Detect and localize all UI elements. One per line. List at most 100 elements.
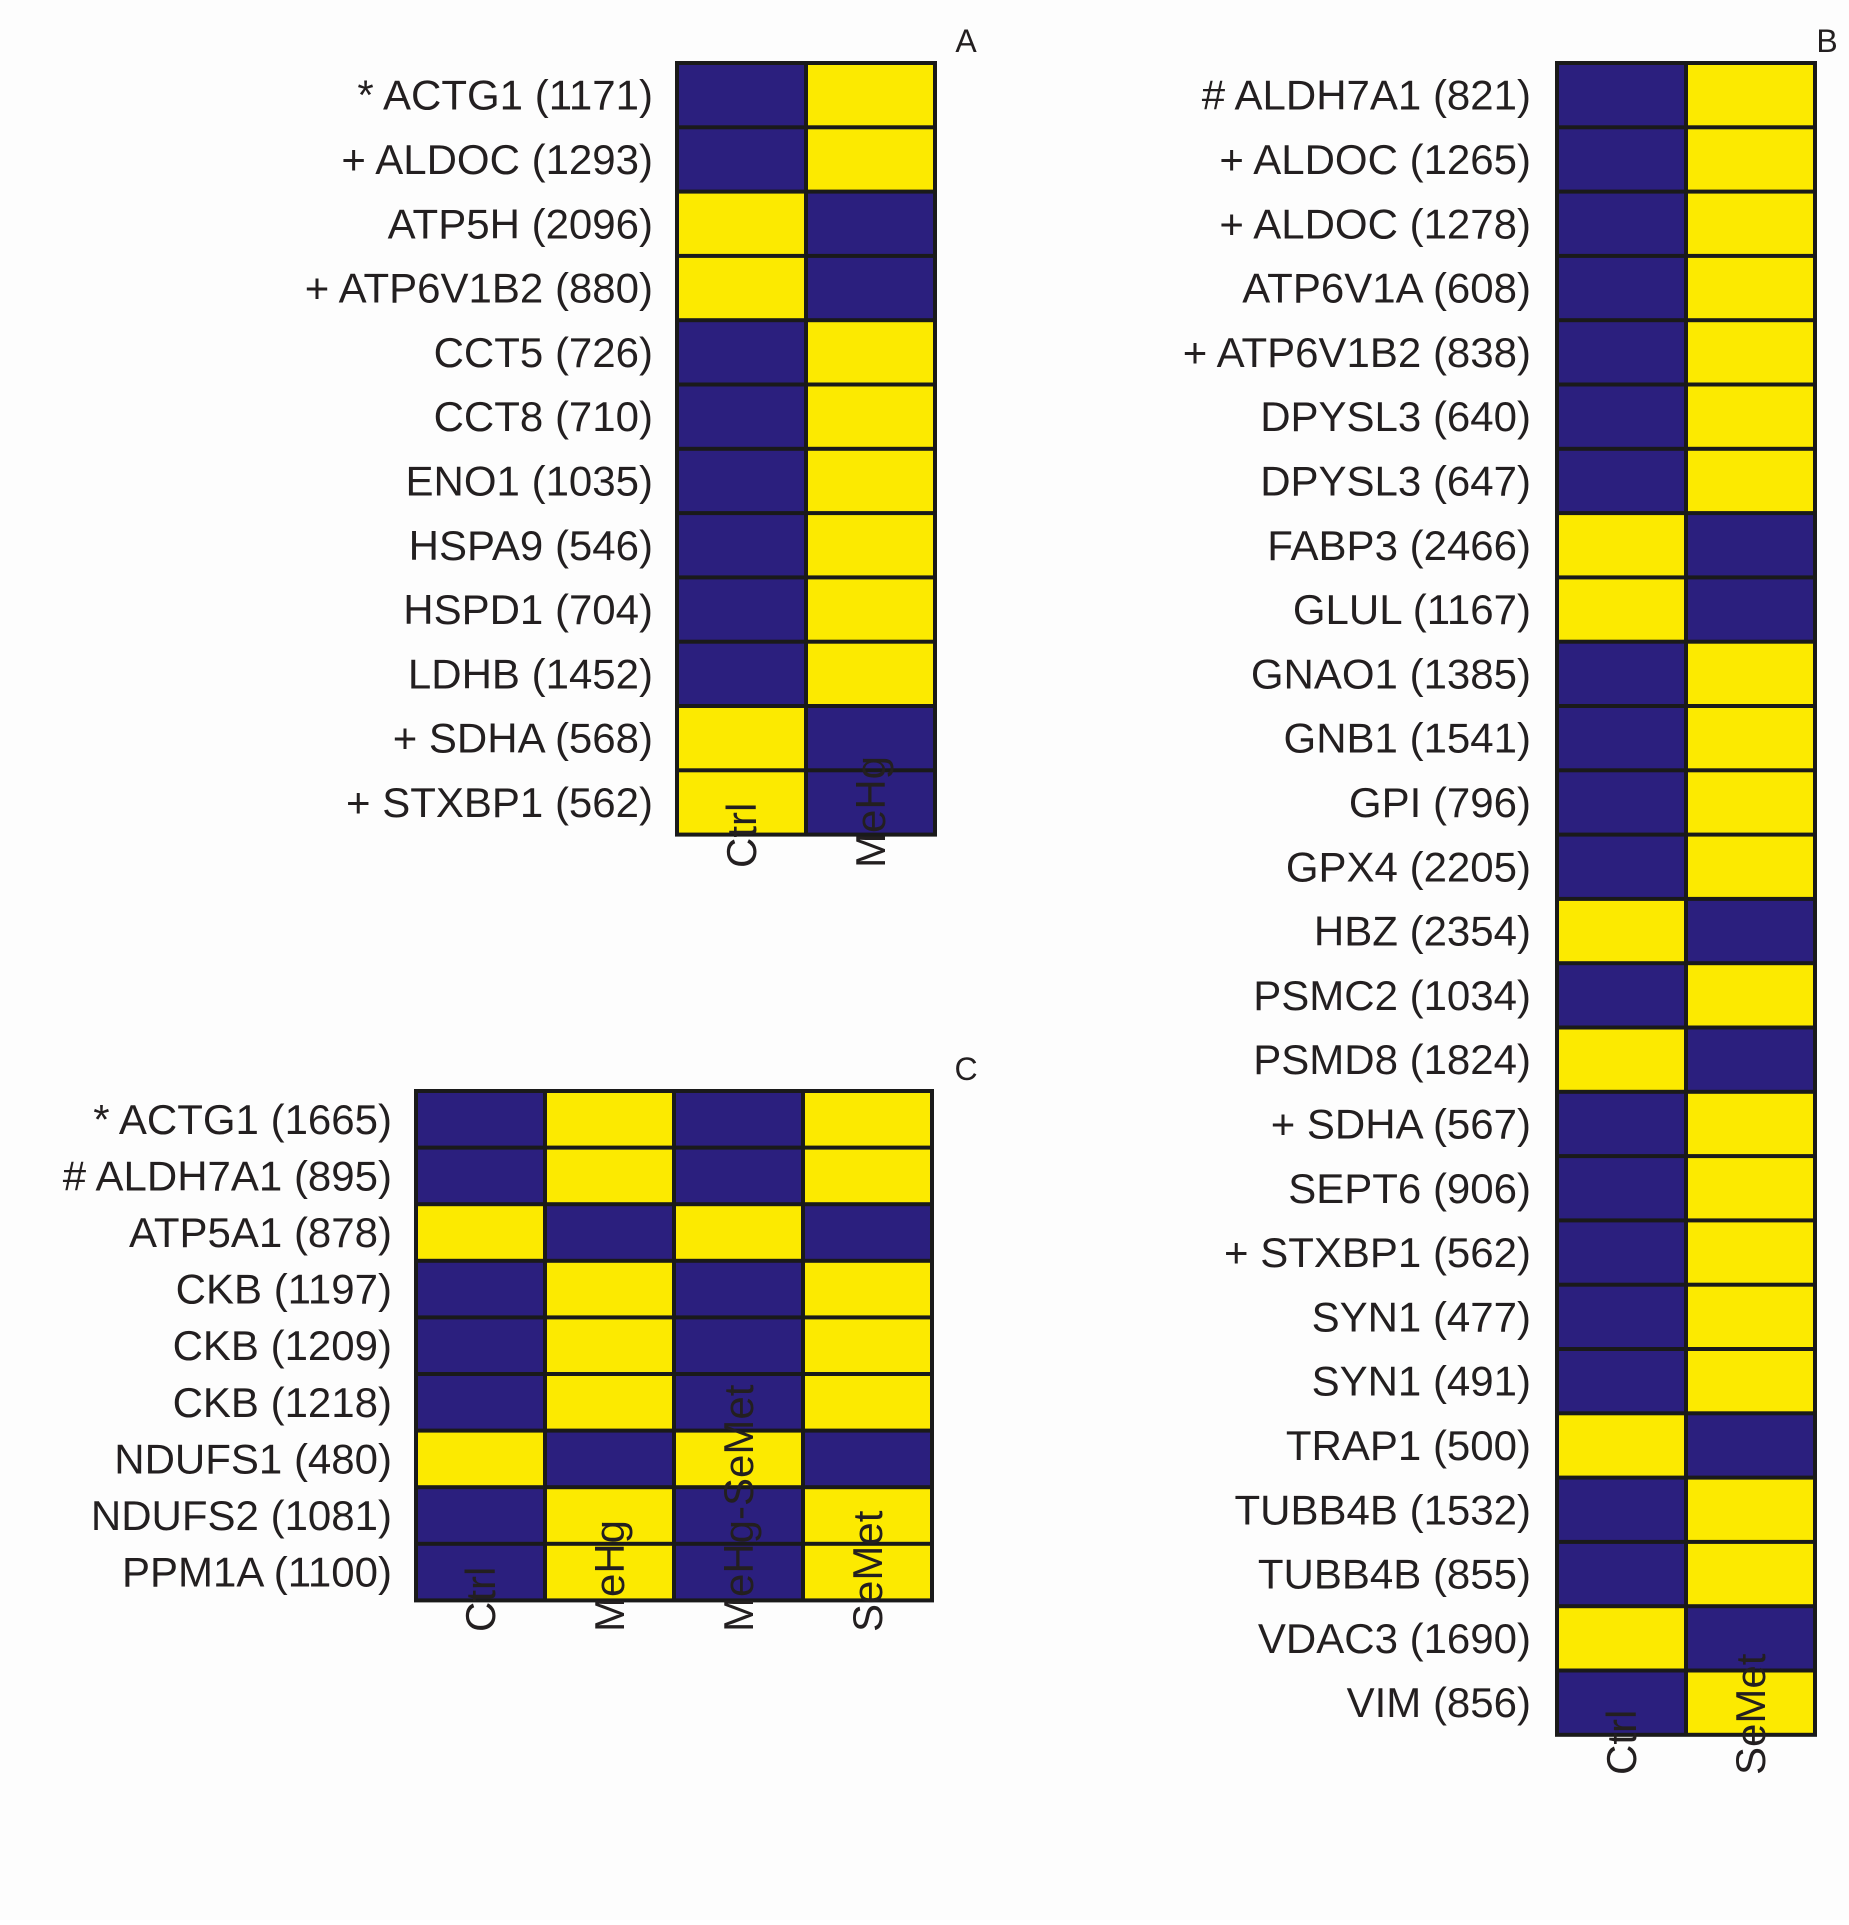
heatmap-cell — [805, 1432, 930, 1486]
heatmap-cell — [679, 257, 804, 319]
heatmap-cell — [1559, 772, 1684, 833]
heatmap-cell — [808, 193, 933, 254]
row-label: ATP5H (2096) — [388, 200, 653, 247]
heatmap-cell — [1688, 1093, 1813, 1155]
heatmap-cell — [418, 1262, 543, 1316]
heatmap-cell — [1688, 579, 1813, 640]
row-label: * ACTG1 (1171) — [357, 72, 653, 119]
heatmap-cell — [805, 1262, 930, 1316]
row-label: FABP3 (2466) — [1267, 522, 1531, 569]
heatmap-cell — [1688, 1672, 1813, 1733]
heatmap-cell — [1688, 1222, 1813, 1283]
row-label: ENO1 (1035) — [406, 457, 653, 504]
heatmap-cell — [547, 1093, 672, 1146]
heatmap-cell — [1559, 65, 1684, 126]
heatmap-cell — [808, 322, 933, 383]
heatmap-cell — [1688, 836, 1813, 897]
column-label: Ctrl — [718, 803, 765, 868]
heatmap-cell — [676, 1376, 801, 1429]
heatmap-cell — [676, 1545, 801, 1599]
heatmap-cell — [805, 1206, 930, 1259]
heatmap-cell — [1688, 1543, 1813, 1605]
heatmap-cell — [808, 129, 933, 190]
column-label: Ctrl — [457, 1567, 504, 1632]
row-label: PPM1A (1100) — [122, 1549, 392, 1596]
heatmap-cell — [1688, 1608, 1813, 1669]
heatmap-cell — [679, 579, 804, 640]
heatmap-cell — [418, 1149, 543, 1203]
heatmap-cell — [1559, 1672, 1684, 1733]
heatmap-cell — [1688, 322, 1813, 383]
row-label: SYN1 (491) — [1312, 1358, 1531, 1405]
row-label: + SDHA (567) — [1271, 1100, 1531, 1147]
heatmap-cell — [805, 1149, 930, 1203]
heatmap-cell — [1559, 386, 1684, 447]
heatmap-cell — [679, 708, 804, 769]
heatmap-cell — [1559, 193, 1684, 254]
row-label: GNAO1 (1385) — [1251, 650, 1531, 697]
heatmap-cell — [805, 1376, 930, 1429]
heatmap-cell — [1559, 965, 1684, 1026]
heatmap-cell — [679, 193, 804, 254]
heatmap-cell — [1559, 1286, 1684, 1347]
heatmap-cell — [808, 579, 933, 640]
row-label: PSMC2 (1034) — [1253, 972, 1531, 1019]
row-label: TUBB4B (1532) — [1235, 1486, 1531, 1533]
panel-label: C — [954, 1051, 977, 1087]
heatmap-cell — [676, 1319, 801, 1372]
row-label: GNB1 (1541) — [1284, 715, 1531, 762]
heatmap-cell — [418, 1206, 543, 1259]
row-label: + STXBP1 (562) — [346, 779, 653, 826]
heatmap-cell — [1688, 1029, 1813, 1090]
heatmap-cell — [1559, 1479, 1684, 1540]
heatmap-cell — [1559, 643, 1684, 704]
heatmap-cell — [679, 386, 804, 447]
heatmap-cell — [1559, 322, 1684, 383]
heatmap-cell — [1688, 1415, 1813, 1476]
row-label: SYN1 (477) — [1312, 1293, 1531, 1340]
panel-label: A — [955, 23, 977, 59]
heatmap-cell — [676, 1489, 801, 1542]
heatmap-cell — [1559, 257, 1684, 319]
heatmap-cell — [418, 1093, 543, 1146]
heatmap-cell — [1559, 450, 1684, 512]
heatmap-cell — [1559, 1093, 1684, 1155]
row-label: NDUFS2 (1081) — [91, 1492, 392, 1539]
heatmap-cell — [679, 643, 804, 704]
row-label: SEPT6 (906) — [1288, 1165, 1531, 1212]
row-label: CKB (1209) — [173, 1322, 392, 1369]
row-label: # ALDH7A1 (895) — [63, 1152, 392, 1199]
row-label: + ALDOC (1265) — [1219, 136, 1531, 183]
row-label: + SDHA (568) — [393, 715, 653, 762]
heatmap-cell — [1688, 257, 1813, 319]
heatmap-cell — [547, 1489, 672, 1542]
column-label: SeMet — [1727, 1653, 1774, 1775]
heatmap-cell — [1688, 386, 1813, 447]
heatmap-cell — [1688, 65, 1813, 126]
heatmap-cell — [676, 1206, 801, 1259]
row-label: TRAP1 (500) — [1286, 1422, 1531, 1469]
heatmap-cell — [1688, 1351, 1813, 1412]
heatmap-cell — [547, 1262, 672, 1316]
heatmap-cell — [418, 1489, 543, 1542]
heatmap-cell — [1559, 836, 1684, 897]
heatmap-cell — [679, 129, 804, 190]
heatmap-cell — [1559, 129, 1684, 190]
heatmap-cell — [1688, 515, 1813, 576]
heatmap-cell — [1559, 1608, 1684, 1669]
heatmap-cell — [1559, 1158, 1684, 1219]
heatmap-cell — [547, 1545, 672, 1599]
heatmap-cell — [1559, 1351, 1684, 1412]
heatmap-cell — [1559, 1543, 1684, 1605]
heatmap-cell — [1688, 965, 1813, 1026]
row-label: + ATP6V1B2 (880) — [305, 265, 653, 312]
heatmap-cell — [1688, 193, 1813, 254]
heatmap-cell — [808, 65, 933, 126]
row-label: GPI (796) — [1349, 779, 1531, 826]
heatmap-cell — [547, 1376, 672, 1429]
row-label: PSMD8 (1824) — [1253, 1036, 1531, 1083]
heatmap-cell — [547, 1149, 672, 1203]
heatmap-cell — [1688, 129, 1813, 190]
row-label: CCT5 (726) — [434, 329, 653, 376]
